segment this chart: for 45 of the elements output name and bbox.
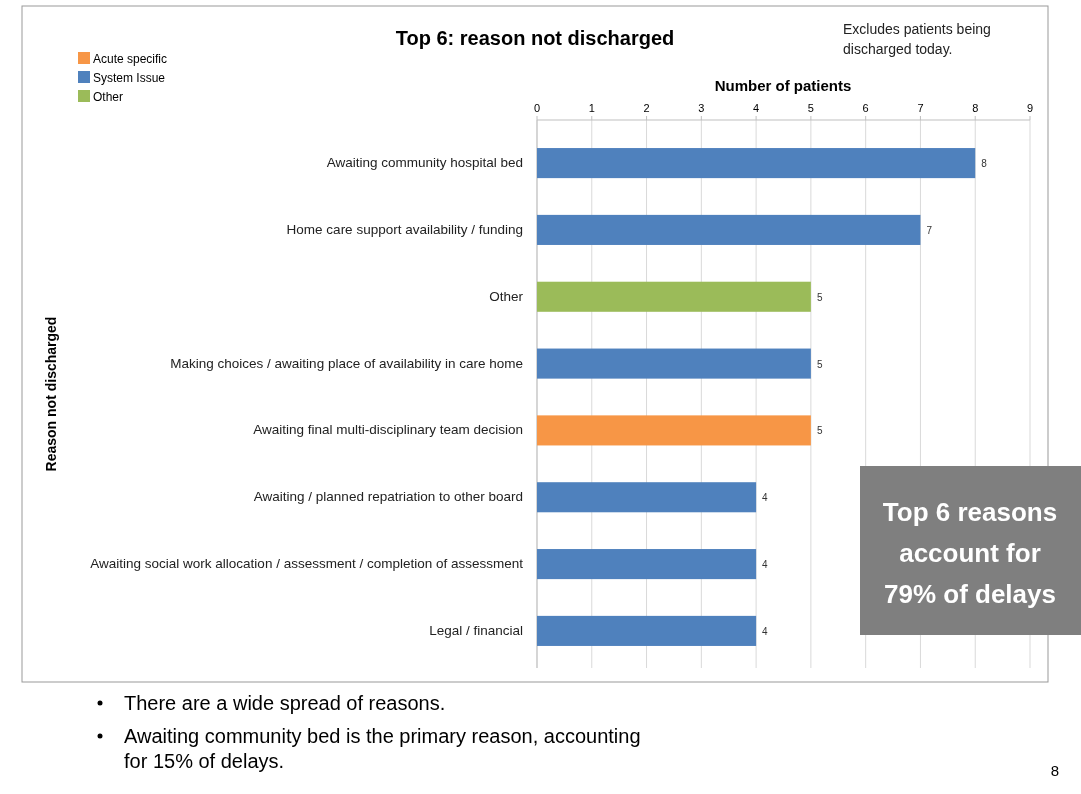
y-tick-label: Legal / financial bbox=[429, 622, 523, 638]
data-label: 4 bbox=[762, 559, 769, 571]
x-tick-label: 2 bbox=[643, 102, 650, 114]
x-tick-label: 9 bbox=[1026, 102, 1034, 114]
chart-title: Top 6: reason not discharged bbox=[395, 27, 675, 49]
data-label: 5 bbox=[816, 291, 823, 303]
y-tick-label: Awaiting community hospital bed bbox=[326, 155, 523, 171]
data-label: 4 bbox=[762, 492, 769, 504]
y-axis-title: Reason not discharged bbox=[43, 316, 59, 472]
x-tick-label: 6 bbox=[862, 102, 869, 114]
legend-label: Acute specific bbox=[93, 52, 168, 66]
y-tick-label: Other bbox=[489, 288, 524, 304]
x-tick-label: 7 bbox=[917, 102, 924, 114]
bar bbox=[537, 148, 976, 179]
text: Excludes patients being discharged today. bbox=[843, 21, 991, 57]
bar bbox=[537, 348, 811, 379]
data-label: 5 bbox=[816, 425, 823, 437]
text: There are a wide spread of reasons. bbox=[124, 692, 446, 714]
y-tick-label: Home care support availability / funding bbox=[286, 221, 523, 237]
text: 8 bbox=[1050, 762, 1060, 779]
text: Awaiting community bed is the primary reason, accounting for 15% of delays. bbox=[124, 725, 641, 772]
y-tick-label: Awaiting final multi-disciplinary team decision bbox=[253, 422, 523, 438]
x-tick-label: 8 bbox=[972, 102, 979, 114]
bar bbox=[537, 281, 811, 312]
data-label: 8 bbox=[981, 158, 988, 170]
x-axis-title: Number of patients bbox=[714, 77, 852, 94]
legend-label: Other bbox=[93, 90, 124, 104]
x-tick-label: 5 bbox=[807, 102, 814, 114]
annotation: Top 6 reasons account for 79% of delays bbox=[882, 497, 1058, 609]
bar bbox=[537, 415, 811, 446]
x-tick-label: 3 bbox=[698, 102, 705, 114]
data-label: 5 bbox=[816, 358, 823, 370]
x-tick-label: 1 bbox=[588, 102, 595, 114]
bar bbox=[537, 482, 757, 513]
data-label: 4 bbox=[762, 625, 769, 637]
x-tick-label: 0 bbox=[533, 102, 541, 114]
y-tick-label: Awaiting social work allocation / assessment / completion of assessment bbox=[90, 556, 524, 572]
y-tick-label: Making choices / awaiting place of availability in care home bbox=[170, 355, 523, 371]
legend-label: System Issue bbox=[93, 71, 166, 85]
bar bbox=[537, 549, 757, 580]
y-tick-label: Awaiting / planned repatriation to other board bbox=[253, 489, 523, 505]
data-label: 7 bbox=[926, 224, 933, 236]
bar bbox=[537, 615, 757, 646]
x-tick-label: 4 bbox=[753, 102, 760, 114]
bar bbox=[537, 214, 921, 245]
